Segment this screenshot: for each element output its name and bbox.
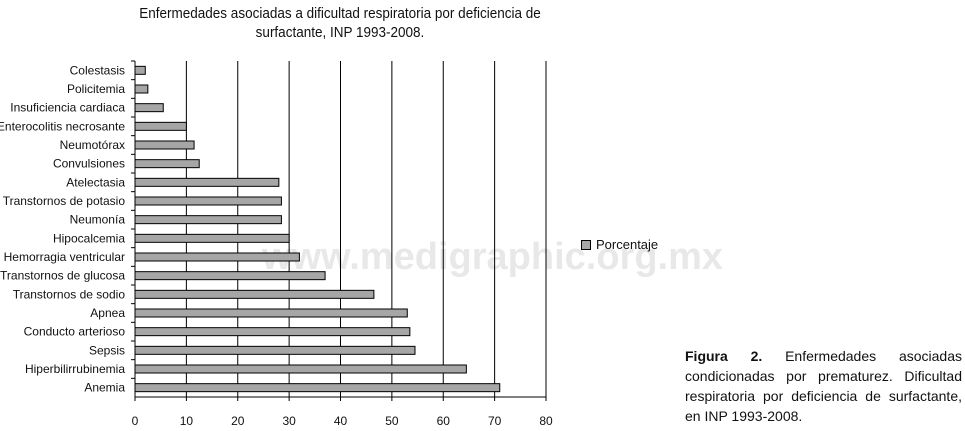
- grid-layer: [185, 61, 547, 397]
- caption-label: Figura 2.: [685, 348, 763, 364]
- x-tick-label: 60: [437, 414, 451, 428]
- caption-text: Enfermedades asociadas condicionadas por…: [685, 348, 962, 424]
- category-label: Enterocolitis necrosante: [0, 119, 125, 133]
- category-label: Hemorragia ventricular: [4, 250, 125, 264]
- category-label: Hiperbilirrubinemia: [25, 362, 125, 376]
- x-tick-label: 20: [231, 414, 245, 428]
- category-label: Colestasis: [70, 63, 125, 77]
- bar: [134, 383, 501, 393]
- x-tick-label: 80: [539, 414, 553, 428]
- category-label: Apnea: [90, 306, 125, 320]
- bar: [134, 345, 416, 355]
- bar: [134, 196, 282, 206]
- category-label: Neumotórax: [60, 138, 125, 152]
- bar: [134, 177, 280, 187]
- x-tick-label: 30: [282, 414, 296, 428]
- bars-layer: [134, 65, 501, 393]
- bar: [134, 271, 326, 281]
- bar: [134, 159, 200, 169]
- x-tick-label: 70: [488, 414, 502, 428]
- category-label: Hipocalcemia: [53, 231, 125, 245]
- category-label: Insuficiencia cardiaca: [10, 101, 125, 115]
- watermark: www.medigraphic.org.mx: [262, 236, 724, 278]
- figure-caption: Figura 2. Enfermedades asociadas condici…: [685, 346, 962, 426]
- bar: [134, 252, 300, 262]
- x-tick-label: 0: [132, 414, 139, 428]
- chart-title: Enfermedades asociadas a dificultad resp…: [139, 5, 541, 41]
- axis-layer: [131, 60, 547, 401]
- bar: [134, 215, 282, 225]
- bar: [134, 308, 408, 318]
- category-label: Anemia: [84, 381, 125, 395]
- x-tick-label: 10: [180, 414, 194, 428]
- legend: Porcentaje: [581, 237, 658, 252]
- bar: [134, 121, 187, 131]
- bar: [134, 364, 467, 374]
- bar: [134, 84, 149, 94]
- bar: [134, 289, 375, 299]
- category-label: Convulsiones: [53, 157, 125, 171]
- x-tick-label: 40: [334, 414, 348, 428]
- category-label: Neumonía: [70, 213, 126, 227]
- bar: [134, 65, 146, 75]
- legend-swatch: [581, 239, 591, 250]
- category-label: Transtornos de sodio: [13, 287, 126, 301]
- category-label: Transtornos de glucosa: [0, 269, 125, 283]
- category-label: Sepsis: [89, 343, 125, 357]
- category-label: Conducto arterioso: [24, 325, 126, 339]
- bar: [134, 327, 411, 337]
- bar: [134, 140, 195, 150]
- category-label: Transtornos de potasio: [3, 194, 126, 208]
- labels-layer: 0 10 20 30 40 50 60 70 80 Colestasis Policitemia In…: [0, 63, 553, 428]
- bar: [134, 103, 164, 113]
- legend-label: Porcentaje: [596, 237, 659, 252]
- category-label: Atelectasia: [66, 175, 125, 189]
- x-tick-label: 50: [385, 414, 399, 428]
- bar: [134, 233, 290, 243]
- category-label: Policitemia: [67, 82, 125, 96]
